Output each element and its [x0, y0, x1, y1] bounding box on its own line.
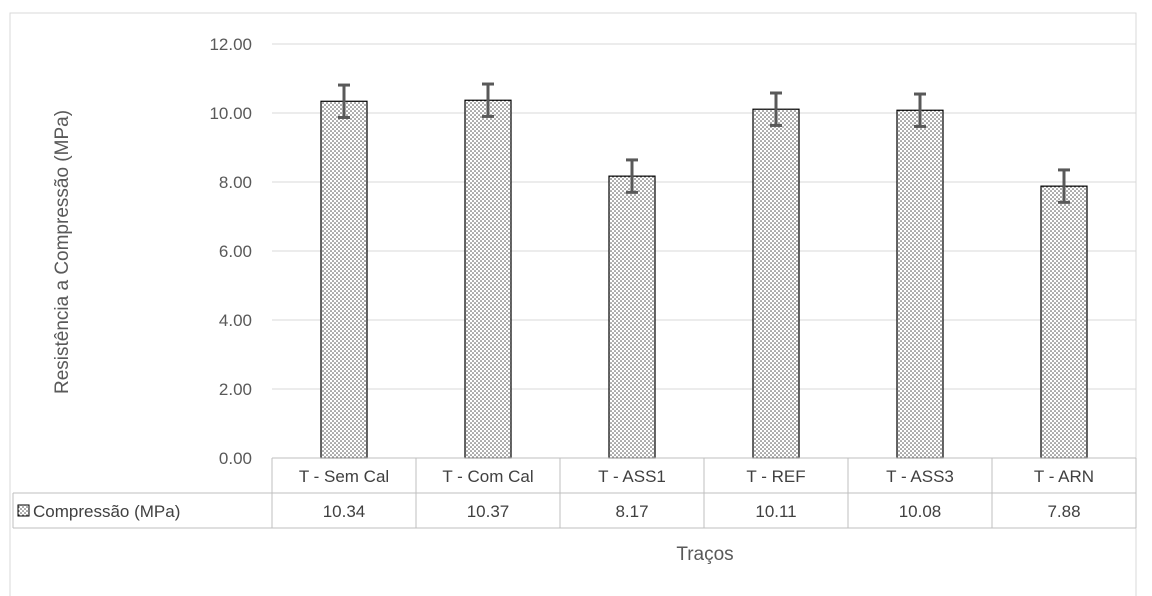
series-name: Compressão (MPa) — [33, 502, 180, 521]
x-axis-title: Traços — [676, 544, 733, 565]
y-tick-label: 2.00 — [219, 380, 252, 399]
data-value-label: 10.08 — [899, 502, 942, 521]
bar — [464, 99, 512, 459]
data-value-label: 8.17 — [615, 502, 648, 521]
data-table: T - Sem Cal T - Com Cal T - ASS1 T - REF T -… — [12, 457, 1137, 529]
bar — [608, 175, 656, 459]
gridlines — [272, 43, 1136, 459]
data-value-label: 10.37 — [467, 502, 510, 521]
error-bars — [338, 82, 1070, 204]
x-category-label: T - REF — [746, 467, 805, 486]
bars — [320, 99, 1088, 459]
y-tick-label: 6.00 — [219, 242, 252, 261]
y-tick-label: 0.00 — [219, 449, 252, 468]
y-tick-label: 8.00 — [219, 173, 252, 192]
bar — [752, 108, 800, 459]
x-category-label: T - ARN — [1034, 467, 1094, 486]
x-category-label: T - Sem Cal — [299, 467, 389, 486]
y-tick-label: 10.00 — [209, 104, 252, 123]
data-value-label: 10.34 — [323, 502, 366, 521]
data-value-label: 10.11 — [755, 502, 796, 521]
y-axis-title: Resistência a Compressão (MPa) — [52, 110, 73, 394]
bar — [1040, 185, 1088, 459]
bar — [320, 100, 368, 459]
y-tick-label: 12.00 — [209, 35, 252, 54]
x-category-label: T - ASS3 — [886, 467, 954, 486]
chart-border — [9, 12, 1137, 596]
data-value-label: 7.88 — [1047, 502, 1080, 521]
y-axis-ticks: 0.00 2.00 4.00 6.00 8.00 10.00 12.00 — [209, 35, 252, 468]
legend-key — [17, 504, 30, 517]
x-category-label: T - Com Cal — [442, 467, 533, 486]
x-category-label: T - ASS1 — [598, 467, 666, 486]
y-tick-label: 4.00 — [219, 311, 252, 330]
bar — [896, 109, 944, 459]
